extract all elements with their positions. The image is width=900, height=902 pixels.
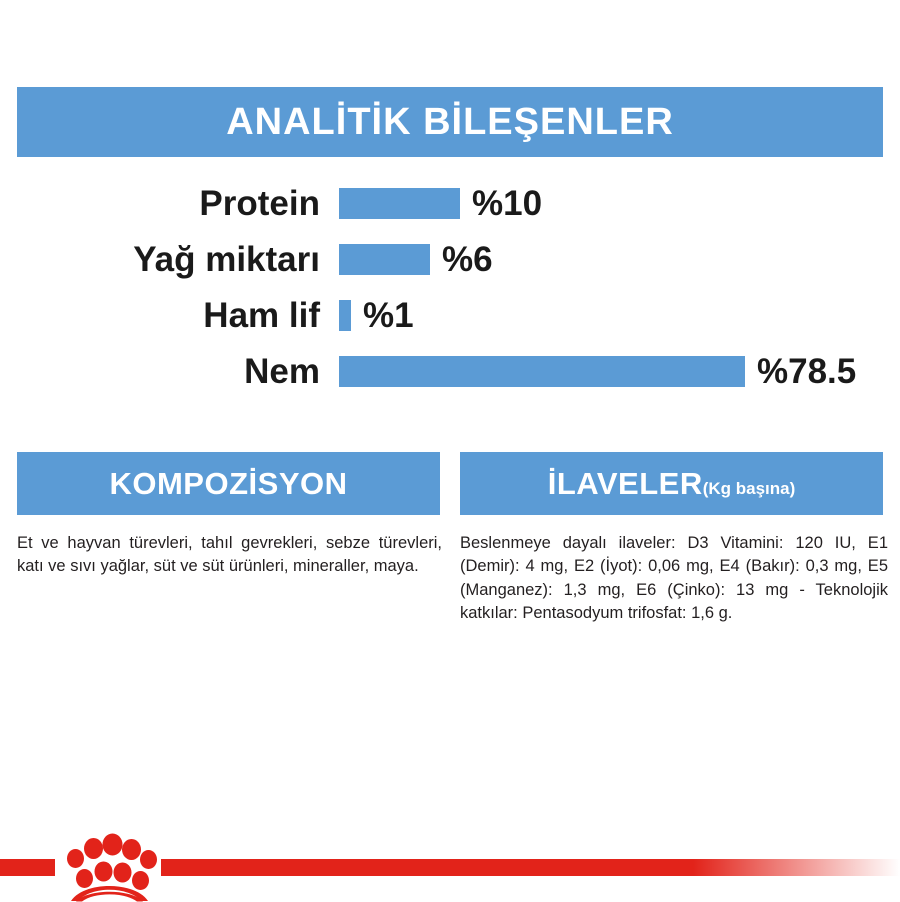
chart-bar bbox=[339, 187, 460, 219]
chart-value-label: %10 bbox=[472, 183, 543, 223]
chart-bar-wrapper: %6 bbox=[339, 242, 493, 277]
footer-rule-right bbox=[161, 859, 900, 876]
chart-category-label: Ham lif bbox=[203, 295, 320, 335]
additives-header: İLAVELER(Kg başına) bbox=[460, 452, 883, 515]
chart-bar bbox=[339, 355, 745, 387]
analytical-constituents-chart: Protein %10 Yağ miktarı %6 Ham lif %1 Nem %78.5 bbox=[0, 175, 900, 400]
footer-rule-left bbox=[0, 859, 55, 876]
additives-title: İLAVELER(Kg başına) bbox=[548, 468, 796, 499]
analytical-constituents-title: ANALİTİK BİLEŞENLER bbox=[226, 101, 674, 143]
composition-header: KOMPOZİSYON bbox=[17, 452, 440, 515]
chart-row: Yağ miktarı %6 bbox=[0, 231, 900, 287]
royal-canin-crown-logo bbox=[67, 833, 157, 902]
chart-category-label: Nem bbox=[244, 351, 320, 391]
chart-value-label: %78.5 bbox=[757, 351, 857, 391]
additives-body-text: Beslenmeye dayalı ilaveler: D3 Vitamini:… bbox=[460, 534, 888, 623]
chart-bar bbox=[339, 243, 430, 275]
analytical-constituents-header: ANALİTİK BİLEŞENLER bbox=[17, 87, 883, 157]
chart-category-label: Yağ miktarı bbox=[133, 239, 320, 279]
chart-bar bbox=[339, 299, 351, 331]
chart-row: Protein %10 bbox=[0, 175, 900, 231]
brand-footer bbox=[0, 820, 900, 902]
composition-title: KOMPOZİSYON bbox=[109, 466, 348, 501]
chart-bar-wrapper: %78.5 bbox=[339, 354, 856, 389]
chart-value-label: %1 bbox=[363, 295, 414, 335]
chart-bar-wrapper: %10 bbox=[339, 186, 542, 221]
composition-body-text: Et ve hayvan türevleri, tahıl gevrekleri… bbox=[17, 534, 442, 576]
chart-category-label: Protein bbox=[199, 183, 320, 223]
chart-row: Ham lif %1 bbox=[0, 287, 900, 343]
chart-bar-wrapper: %1 bbox=[339, 298, 414, 333]
additives-title-main: İLAVELER bbox=[547, 466, 703, 501]
chart-row: Nem %78.5 bbox=[0, 343, 900, 399]
chart-value-label: %6 bbox=[442, 239, 493, 279]
additives-title-unit: (Kg başına) bbox=[702, 479, 796, 498]
